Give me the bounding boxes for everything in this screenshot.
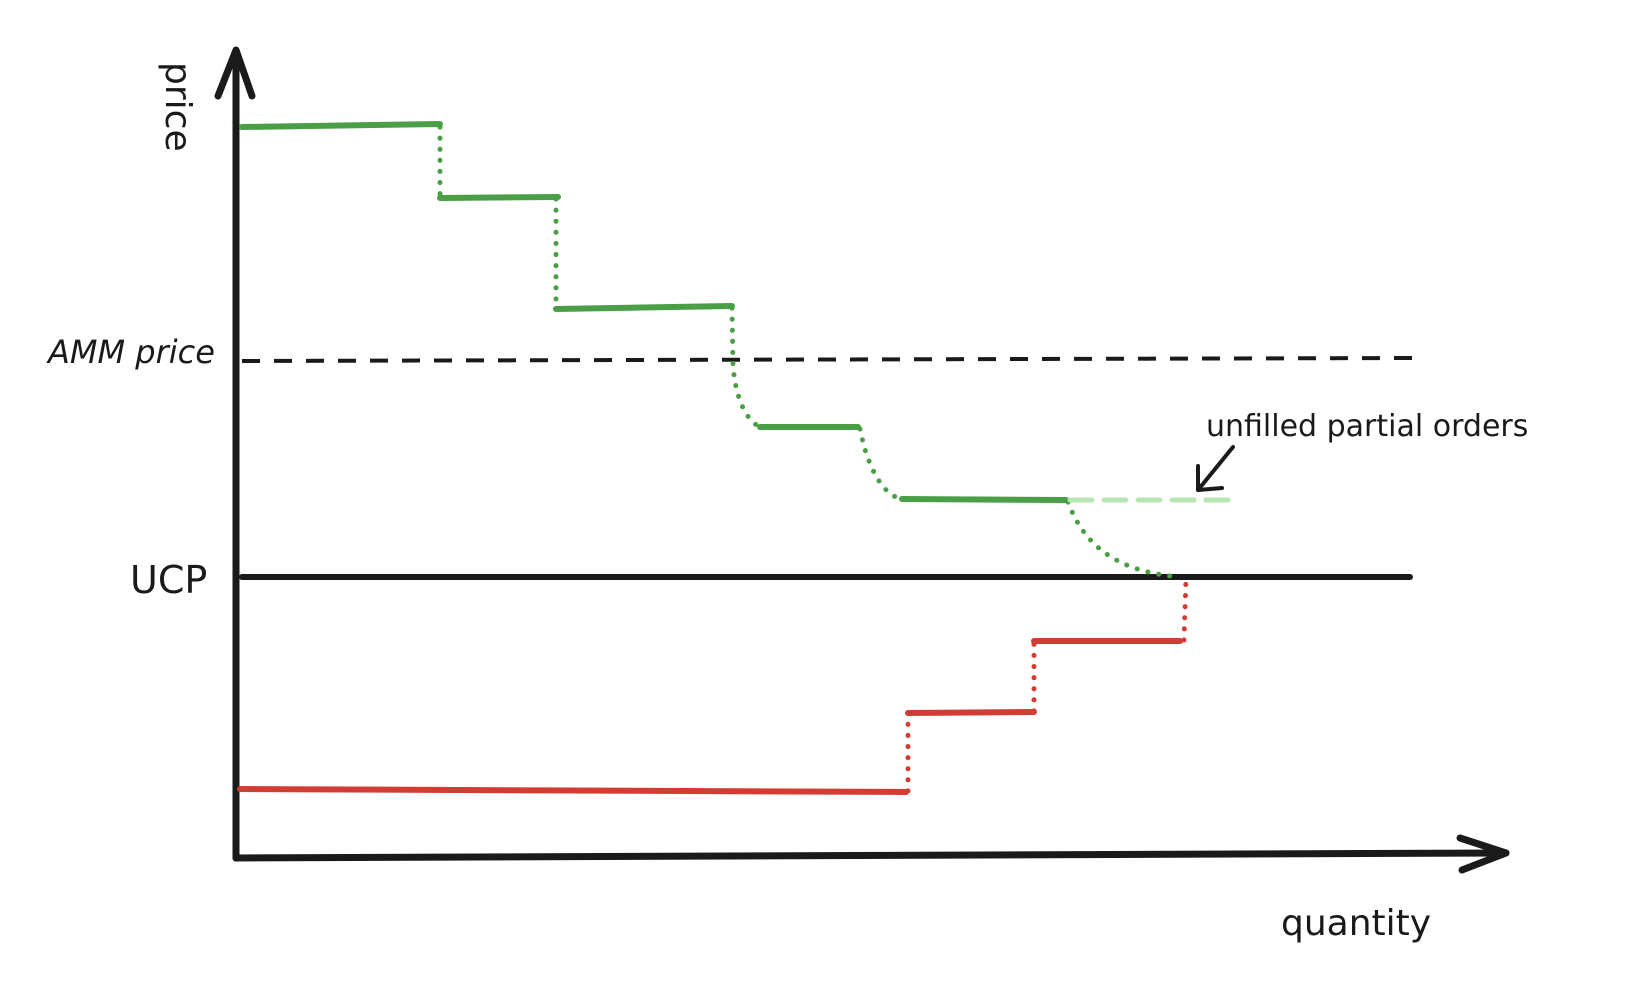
amm-price-line xyxy=(241,356,1413,363)
unfilled-partial-orders-label: unfilled partial orders xyxy=(1206,409,1528,444)
axes xyxy=(214,46,1510,874)
supply-step-2 xyxy=(905,709,1037,716)
demand-step-3 xyxy=(553,303,735,312)
demand-step-2 xyxy=(437,194,561,201)
x-axis-label: quantity xyxy=(1281,903,1431,944)
supply-curve xyxy=(237,576,1189,795)
demand-riser-5 xyxy=(1065,499,1183,580)
y-axis-arrowhead xyxy=(214,46,256,100)
y-axis-label: price xyxy=(157,62,198,152)
demand-step-5 xyxy=(899,496,1069,503)
x-axis xyxy=(232,849,1510,862)
demand-riser-3 xyxy=(729,305,763,430)
demand-step-1 xyxy=(239,121,443,130)
x-axis-arrowhead xyxy=(1456,834,1510,874)
amm-price-label: AMM price xyxy=(46,333,215,371)
ucp-label: UCP xyxy=(130,558,207,602)
supply-riser-3 xyxy=(1181,576,1189,643)
demand-riser-4 xyxy=(857,426,905,502)
annotation-arrow xyxy=(1196,445,1235,492)
demand-curve xyxy=(239,121,1231,580)
supply-step-1 xyxy=(237,786,909,795)
